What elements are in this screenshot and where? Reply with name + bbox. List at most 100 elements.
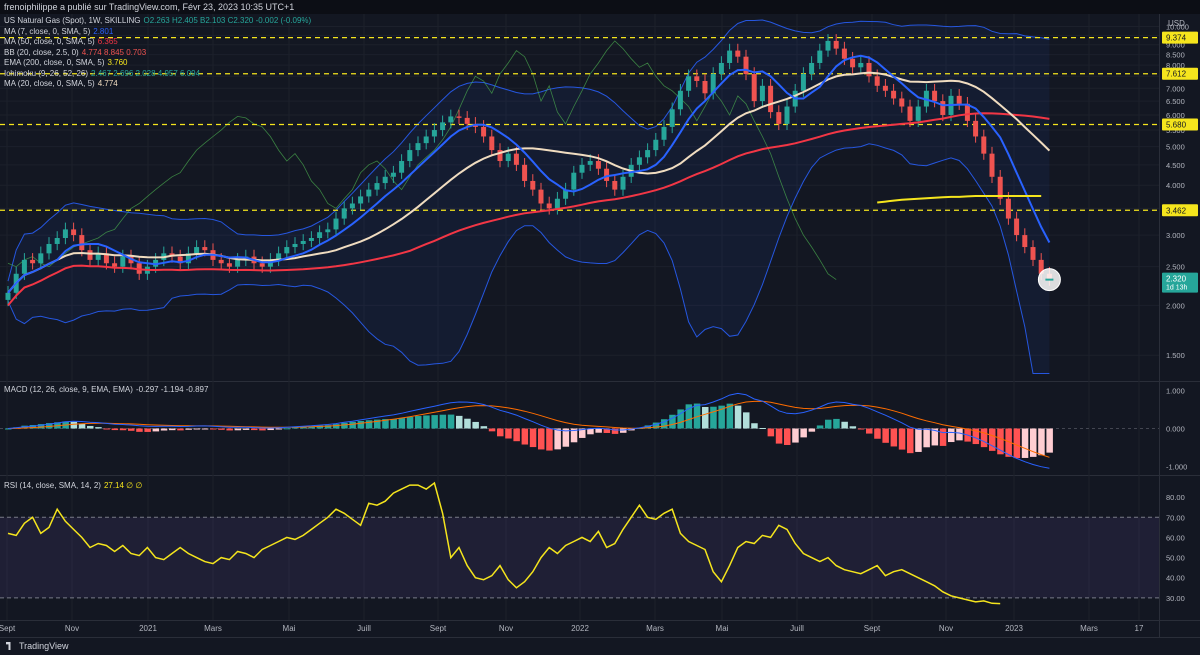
legend-row[interactable]: Ichimoku (9, 26, 52, 26) 2.467 2.696 2.02… xyxy=(4,69,311,80)
macd-line xyxy=(7,392,1050,469)
candle-body xyxy=(226,263,232,267)
level-badge-label: 9.374 xyxy=(1166,34,1187,43)
candle-body xyxy=(710,74,716,94)
legend-row[interactable]: MA (20, close, 0, SMA, 5) 4.774 xyxy=(4,79,311,90)
macd-tick-label: -1.000 xyxy=(1166,462,1187,471)
bollinger-lower xyxy=(7,143,1050,374)
candle-body xyxy=(366,189,372,197)
chart-canvas[interactable]: USD10.0009.5009.0008.5008.0007.5007.0006… xyxy=(0,0,1200,637)
macd-histogram-bar xyxy=(800,428,807,438)
macd-histogram-bar xyxy=(382,419,389,429)
x-tick-label: Mai xyxy=(716,624,729,633)
rsi-label: RSI (14, close, SMA, 14, 2) 27.14 ∅ ∅ xyxy=(4,481,142,490)
candle-body xyxy=(759,85,765,102)
ichimoku-lagging-span xyxy=(7,40,837,280)
candle-body xyxy=(874,76,880,86)
candle-body xyxy=(1005,198,1011,219)
x-tick-label: Mars xyxy=(646,624,664,633)
x-tick-label: Juill xyxy=(790,624,804,633)
candle-body xyxy=(349,203,355,209)
macd-histogram-bar xyxy=(259,428,266,431)
candle-body xyxy=(308,238,314,241)
macd-histogram-bar xyxy=(292,427,299,429)
legend-row[interactable]: MA (50, close, 0, SMA, 5) 6.365 xyxy=(4,37,311,48)
macd-histogram-bar xyxy=(989,428,996,451)
macd-histogram-bar xyxy=(374,419,381,429)
legend-row[interactable]: EMA (200, close, 0, SMA, 5) 3.760 xyxy=(4,58,311,69)
ema200-line xyxy=(877,195,1042,204)
x-tick-label: Juill xyxy=(357,624,371,633)
macd-histogram-bar xyxy=(160,428,168,431)
candle-body xyxy=(932,90,938,102)
macd-histogram-bar xyxy=(136,428,143,432)
candle-body xyxy=(5,292,11,300)
rsi-tick-label: 50.00 xyxy=(1166,554,1185,563)
footer-bar: TradingView xyxy=(0,637,1200,655)
macd-histogram-bar xyxy=(488,428,496,432)
macd-histogram-bar xyxy=(939,428,947,446)
macd-histogram-bar xyxy=(201,428,209,430)
candle-body xyxy=(38,253,44,264)
candle-body xyxy=(669,109,675,127)
level-badge-label: 5.680 xyxy=(1166,120,1187,129)
macd-tick-label: 0.000 xyxy=(1166,425,1185,434)
macd-histogram-bar xyxy=(890,428,898,447)
macd-histogram-bar xyxy=(103,428,110,430)
macd-histogram-bar xyxy=(702,406,709,429)
legend-label: EMA (200, close, 0, SMA, 5) xyxy=(4,58,105,67)
candle-body xyxy=(587,161,593,165)
tradingview-logo[interactable]: TradingView xyxy=(6,641,69,651)
macd-histogram-bar xyxy=(415,416,422,429)
candle-body xyxy=(489,136,495,151)
macd-histogram-bar xyxy=(718,405,725,429)
macd-histogram-bar xyxy=(210,428,217,430)
candle-body xyxy=(546,203,552,209)
legend-row[interactable]: MA (7, close, 0, SMA, 5) 2.801 xyxy=(4,27,311,38)
macd-histogram-bar xyxy=(529,428,537,448)
macd-histogram-bar xyxy=(300,426,307,429)
candle-body xyxy=(522,164,528,181)
macd-histogram-bar xyxy=(595,428,602,433)
candle-body xyxy=(727,50,733,63)
legend-value: 6.365 xyxy=(97,37,118,46)
macd-histogram-bar xyxy=(661,419,668,429)
candle-body xyxy=(423,136,429,144)
legend-row[interactable]: BB (20, close, 2.5, 0) 4.774 8.845 0.703 xyxy=(4,48,311,59)
macd-histogram-bar xyxy=(710,406,717,429)
candle-body xyxy=(333,218,339,230)
candle-body xyxy=(46,243,52,254)
legend-label: MA (7, close, 0, SMA, 5) xyxy=(4,26,91,36)
rsi-tick-label: 80.00 xyxy=(1166,493,1185,502)
legend-row[interactable]: US Natural Gas (Spot), 1W, SKILLING O2.26… xyxy=(4,16,311,27)
macd-histogram-bar xyxy=(431,415,438,429)
candle-body xyxy=(1030,247,1036,260)
x-tick-label: Mars xyxy=(204,624,222,633)
candle-body xyxy=(997,176,1003,199)
candle-body xyxy=(284,247,290,254)
macd-histogram-bar xyxy=(611,428,619,434)
candle-body xyxy=(833,40,839,49)
macd-histogram-bar xyxy=(562,428,570,447)
candle-body xyxy=(399,161,405,173)
rsi-tick-label: 40.00 xyxy=(1166,574,1185,583)
macd-label-values: -0.297 -1.194 -0.897 xyxy=(135,385,209,394)
macd-histogram-bar xyxy=(521,428,529,445)
x-tick-label: Nov xyxy=(65,624,79,633)
candle-body xyxy=(718,62,724,75)
candle-body xyxy=(177,256,183,264)
candle-body xyxy=(735,50,741,57)
macd-histogram-bar xyxy=(333,424,340,429)
level-badge-label: 7.612 xyxy=(1166,70,1187,79)
candle-body xyxy=(554,198,560,209)
y-tick-label: 7.000 xyxy=(1166,84,1185,93)
legend-value: 2.801 xyxy=(93,26,114,36)
x-tick-label: Sept xyxy=(864,624,881,633)
candle-body xyxy=(456,116,462,118)
macd-histogram-bar xyxy=(759,428,766,430)
candle-body xyxy=(259,263,265,267)
macd-histogram-bar xyxy=(972,428,980,445)
macd-histogram-bar xyxy=(1021,428,1029,458)
candle-body xyxy=(120,256,126,267)
macd-histogram-bar xyxy=(439,414,447,429)
candle-body xyxy=(530,180,536,190)
